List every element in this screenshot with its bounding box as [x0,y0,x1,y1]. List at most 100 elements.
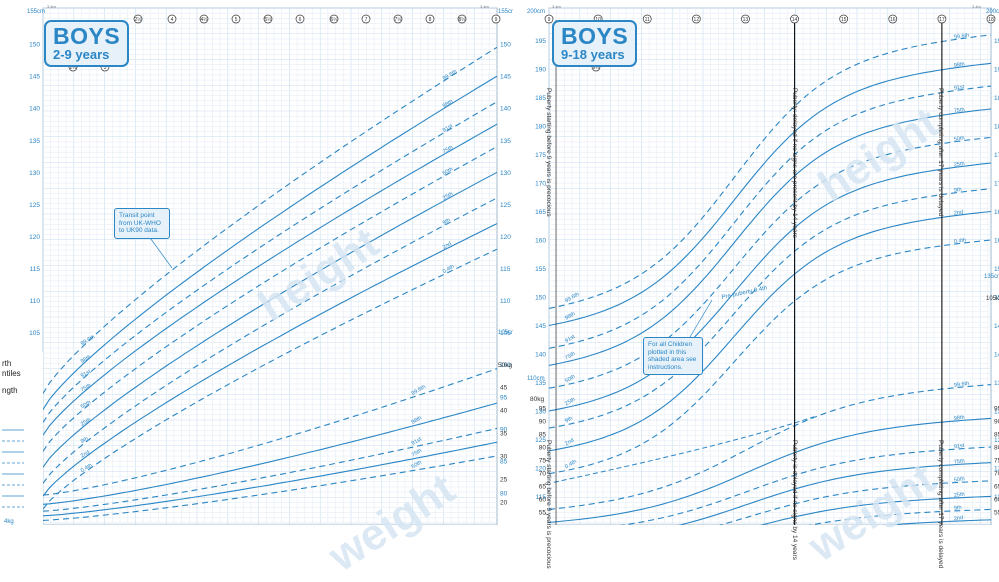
height-centile-line [42,248,498,510]
height-axis-bottom-label: 110cm [527,376,545,382]
age-marker-circle [425,14,435,24]
height-tick-label-right: 155 [994,266,999,273]
age-marker-label: 9 [548,17,551,23]
height-tick-label-left: 115 [30,266,41,273]
height-centile-line [42,123,498,436]
age-marker-circle [231,14,241,24]
height-centile-line [42,223,498,497]
height-centile-label: 2nd [80,450,91,460]
weight-tick-label-left: 95 [539,406,547,413]
height-centile-line [42,171,498,468]
weight-centile-line [42,368,498,496]
weight-tick-label: 40 [500,408,508,415]
sub-age-marker-label: 2½ [70,64,78,71]
weight-centile-label: 2nd [954,515,964,522]
weight-centile-label: 98th [411,415,423,426]
height-tick-label-right: 125 [500,202,511,209]
height-centile-label: 25th [442,191,454,202]
height-tick-label-right: 110 [500,298,511,305]
height-centile-line [548,62,992,327]
weight-centile-line [42,402,498,505]
age-marker-label: 5 [235,17,238,23]
height-tick-label-right: 85 [500,458,508,465]
age-marker-label: 7½ [395,16,403,23]
chart-title-box-right: BOYS 9-18 years [552,20,638,67]
age-marker-circle [937,14,947,24]
weight-centile-label: 99.6th [954,381,970,389]
height-tick-label-left: 165 [535,209,546,216]
age-marker-circle [691,14,701,24]
height-tick-label-right: 120 [500,234,511,241]
height-tick-label-left: 155 [535,266,546,273]
height-centile-label: 75th [954,107,965,114]
height-tick-label-left: 115 [536,494,547,501]
height-tick-label-right: 150 [500,42,511,49]
age-marker-circle [295,14,305,24]
age-marker-label: 4 [171,17,174,23]
height-centile-label: 50th [442,167,454,178]
height-centile-label: 98th [564,311,576,322]
weight-extra-label: 105kg [986,296,999,302]
height-axis-top-label: 200cm [527,9,545,15]
shaded-area-pointer [689,299,713,338]
age-marker-label: 8 [429,17,432,23]
weight-centile-line [42,427,498,512]
puberty-note-late-weight: Puberty completing after 17 years is del… [937,440,944,569]
top-small-label: 3.4m [552,4,562,9]
height-tick-label-left: 185 [535,95,546,102]
height-tick-label-left: 135 [535,380,546,387]
height-tick-label-right: 95 [500,394,508,401]
height-centile-label: 75th [564,351,576,362]
chart-subtitle-right: 9-18 years [561,47,625,62]
height-centile-label: 98th [80,354,92,365]
height-tick-label-right: 115 [994,494,999,501]
puberty-note-delayed-height: Puberty: delayed if no signs are present… [791,88,798,238]
height-tick-label-left: 145 [535,323,546,330]
height-centile-line [42,46,498,394]
height-tick-label-left: 190 [535,67,546,74]
height-centile-label: 99.6th [954,33,970,41]
age-marker-circle [457,14,467,24]
height-axis-top-label-right: 200cm [986,9,999,15]
height-tick-label-right: 150 [994,295,999,302]
height-tick-label-left: 105 [29,330,40,337]
height-centile-label: 0.4th [442,264,456,275]
height-centile-label: 9th [80,436,90,445]
age-marker-label: 2½ [135,16,143,23]
weight-tick-label-left: 85 [539,432,547,439]
weight-centile-label: 75th [954,458,965,465]
height-tick-label-right: 140 [994,352,999,359]
age-marker-label: 13 [743,17,749,23]
weight-tick-label-left: 90 [539,419,547,426]
age-marker-circle [741,14,750,24]
height-centile-label: 50th [564,374,576,385]
puberty-note-delayed-weight: Puberty is delayed if no signs by 14 yea… [791,440,798,560]
height-tick-label-left: 110 [30,298,41,305]
sub-age-marker-label: 3 [104,65,107,71]
weight-centile-label: 91st [954,443,966,450]
height-tick-label-right: 120 [994,466,999,473]
chart-title-box-left: BOYS 2-9 years [44,20,130,67]
age-marker-label: 15 [841,17,847,23]
weight-centile-label: 50th [411,460,423,471]
age-marker-circle [491,14,501,24]
weight-tick-label-left: 60 [539,497,547,504]
height-tick-label-left: 195 [535,38,546,45]
age-marker-label: 6½ [331,16,339,23]
height-centile-label: 2nd [442,241,453,251]
height-tick-label-right: 130 [994,409,999,416]
panel-frame [42,7,498,526]
height-centile-label: 91st [442,123,454,134]
height-tick-label-left: 175 [535,152,546,159]
height-centile-label: 9th [442,217,452,226]
height-tick-label-right: 135 [500,138,511,145]
age-marker-circle [986,14,996,24]
age-marker-label: 5½ [265,16,273,23]
height-centile-line [42,146,498,452]
panel-gap [513,0,527,525]
weight-tick-label-left: 55 [539,510,547,517]
height-tick-label-right: 180 [994,124,999,131]
top-small-label: 3.4m [972,4,982,9]
left-fragment: rth [2,359,11,368]
height-centile-line [548,210,992,452]
